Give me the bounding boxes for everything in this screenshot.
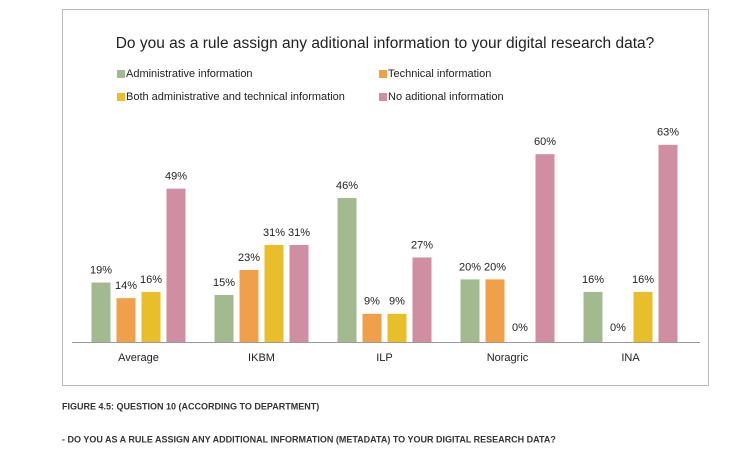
- data-label: 20%: [459, 261, 481, 273]
- data-label: 0%: [610, 322, 626, 334]
- bar: [91, 282, 111, 342]
- data-label: 9%: [389, 296, 405, 308]
- bar: [116, 298, 136, 342]
- data-label: 19%: [90, 264, 112, 276]
- legend-swatch: [379, 93, 387, 101]
- bar: [485, 279, 505, 342]
- bar: [264, 244, 284, 342]
- bar: [633, 291, 653, 342]
- bar: [658, 144, 678, 342]
- bar: [289, 244, 309, 342]
- x-tick-label: IKBM: [248, 352, 275, 364]
- bar: [141, 291, 161, 342]
- data-label: 60%: [534, 136, 556, 148]
- data-label: 27%: [411, 239, 433, 251]
- data-label: 9%: [364, 296, 380, 308]
- bar: [362, 313, 382, 342]
- data-label: 16%: [140, 274, 162, 286]
- data-label: 49%: [165, 171, 187, 183]
- bar: [214, 295, 234, 342]
- data-label: 20%: [484, 261, 506, 273]
- legend-swatch: [379, 70, 387, 78]
- data-label: 31%: [263, 227, 285, 239]
- legend-label: Both administrative and technical inform…: [126, 91, 345, 103]
- x-tick-label: Average: [118, 352, 159, 364]
- data-label: 16%: [632, 274, 654, 286]
- figure-caption: FIGURE 4.5: QUESTION 10 (ACCORDING TO DE…: [62, 401, 319, 411]
- data-label: 0%: [512, 322, 528, 334]
- data-label: 16%: [582, 274, 604, 286]
- bar: [337, 198, 357, 342]
- legend-label: Administrative information: [126, 68, 253, 80]
- legend-label: No aditional information: [388, 91, 504, 103]
- chart-title: Do you as a rule assign any aditional in…: [116, 35, 655, 52]
- bar: [387, 313, 407, 342]
- bar: [412, 257, 432, 342]
- bar: [583, 291, 603, 342]
- x-tick-label: INA: [621, 352, 640, 364]
- data-label: 46%: [336, 180, 358, 192]
- legend-swatch: [117, 70, 125, 78]
- bar: [166, 188, 186, 342]
- data-label: 15%: [213, 277, 235, 289]
- bar: [460, 279, 480, 342]
- legend-swatch: [117, 93, 125, 101]
- bar: [535, 154, 555, 342]
- data-label: 14%: [115, 280, 137, 292]
- question-caption: - DO YOU AS A RULE ASSIGN ANY ADDITIONAL…: [62, 434, 556, 444]
- legend-label: Technical information: [388, 68, 491, 80]
- x-tick-label: Noragric: [487, 352, 529, 364]
- x-tick-label: ILP: [376, 352, 393, 364]
- data-label: 31%: [288, 227, 310, 239]
- bar: [239, 270, 259, 342]
- data-label: 63%: [657, 127, 679, 139]
- data-label: 23%: [238, 252, 260, 264]
